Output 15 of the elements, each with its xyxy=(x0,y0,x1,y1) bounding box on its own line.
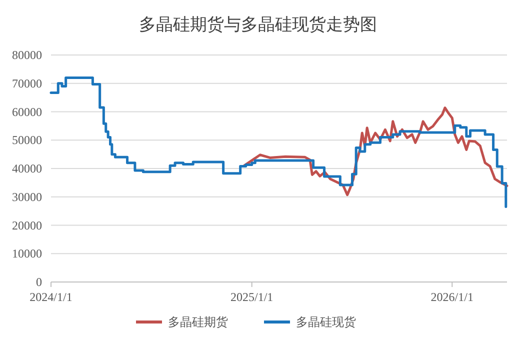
x-tick-label: 2025/1/1 xyxy=(230,290,274,304)
y-tick-label: 40000 xyxy=(12,162,42,176)
y-tick-label: 80000 xyxy=(12,48,42,62)
y-tick-label: 50000 xyxy=(12,133,42,148)
y-tick-label: 30000 xyxy=(12,190,42,204)
chart-title: 多晶硅期货与多晶硅现货走势图 xyxy=(139,15,377,34)
x-tick-label: 2024/1/1 xyxy=(30,290,72,304)
y-tick-label: 60000 xyxy=(12,104,42,119)
x-tick-label: 2026/1/1 xyxy=(430,290,474,304)
y-tick-label: 0 xyxy=(36,275,42,289)
y-tick-label: 70000 xyxy=(12,76,42,90)
legend-label: 多晶硅现货 xyxy=(296,315,356,329)
y-tick-label: 20000 xyxy=(12,218,42,232)
y-tick-label: 10000 xyxy=(12,246,42,261)
legend-label: 多晶硅期货 xyxy=(168,315,228,329)
